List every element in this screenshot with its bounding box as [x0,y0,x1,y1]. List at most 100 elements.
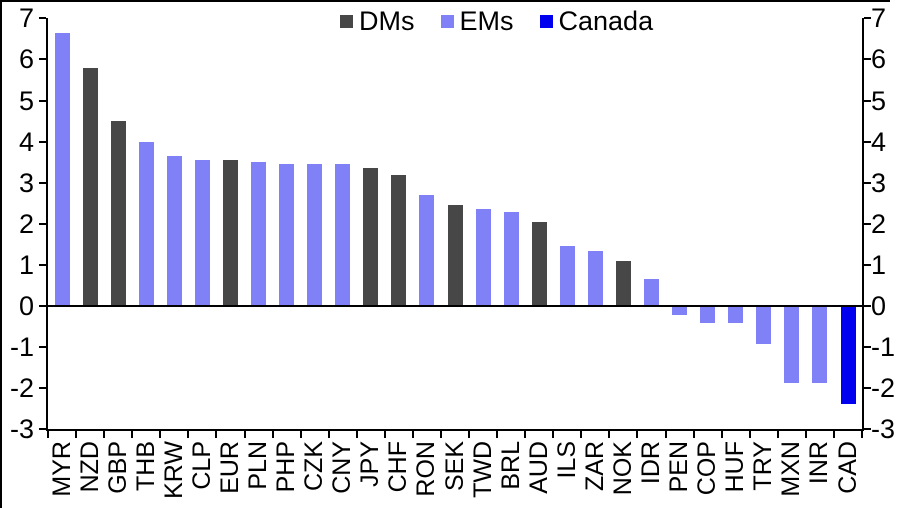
legend-swatch-dms [340,15,353,28]
y-axis-label-right-0: 0 [871,291,887,321]
y-tick-right--2 [864,387,871,390]
bar-chf [391,174,407,306]
x-tick-24 [720,431,723,438]
x-label-ron: RON [412,441,441,497]
x-label-cad: CAD [833,441,862,494]
y-axis-label-right--2: -2 [871,373,896,404]
x-label-pln: PLN [244,441,272,490]
x-label-nok: NOK [608,441,637,496]
x-tick-17 [524,431,527,438]
x-tick-21 [636,431,639,438]
x-label-ils: ILS [552,441,581,479]
y-tick-left-6 [39,58,46,61]
y-axis-right-line [862,18,864,431]
y-tick-left-3 [39,181,46,184]
x-tick-1 [75,431,78,438]
legend-label-ems: EMs [459,6,514,36]
x-label-zar: ZAR [580,441,609,491]
y-tick-left--2 [39,387,46,390]
y-axis-label-left-3: 3 [18,167,34,198]
x-tick-26 [776,431,779,438]
x-label-aud: AUD [524,441,553,494]
x-label-php: PHP [272,441,301,493]
x-label-twd: TWD [468,441,497,498]
x-label-jpy: JPY [356,441,385,487]
y-axis-label-left-0: 0 [18,291,34,321]
y-tick-left-5 [39,99,46,102]
x-tick-13 [411,431,414,438]
bar-czk [307,164,323,306]
y-tick-right--1 [864,346,871,349]
bar-jpy [363,168,379,306]
y-tick-right--3 [864,428,871,431]
bar-brl [503,211,519,306]
bar-php [279,164,295,306]
y-tick-right-1 [864,263,871,266]
x-tick-8 [271,431,274,438]
y-axis-left-line [46,18,48,431]
x-label-huf: HUF [721,441,750,493]
bar-pen [672,307,688,316]
x-label-sek: SEK [440,441,469,492]
bar-mxn [784,307,800,383]
bar-ils [559,246,575,306]
x-tick-4 [159,431,162,438]
legend-swatch-ems [440,15,454,28]
x-tick-7 [243,431,246,438]
x-tick-10 [327,431,330,438]
legend-swatch-canada [539,15,553,28]
y-axis-label-left-6: 6 [18,44,34,75]
legend-item-ems: EMs [440,6,514,36]
bar-krw [166,156,182,306]
y-axis-label-right-7: 7 [871,3,887,34]
x-tick-27 [804,431,807,438]
y-tick-right-3 [864,181,871,184]
y-tick-left-0 [39,305,46,307]
y-axis-label-left-7: 7 [18,3,34,34]
x-label-inr: INR [805,441,834,485]
x-label-idr: IDR [637,441,665,485]
x-label-cny: CNY [328,441,357,494]
x-axis-bottom-line [46,429,864,431]
bar-sek [447,205,463,306]
bar-cny [335,164,351,306]
y-tick-right-0 [864,305,871,307]
x-label-try: TRY [749,441,778,491]
y-axis-label-right-3: 3 [871,167,887,198]
x-label-clp: CLP [187,441,216,490]
x-tick-0 [47,431,49,438]
x-tick-14 [440,431,442,438]
y-tick-left-4 [39,140,46,143]
y-axis-label-right-2: 2 [871,208,887,239]
bar-cop [700,307,716,324]
x-label-mxn: MXN [777,441,806,497]
x-tick-2 [103,431,106,438]
y-axis-label-right-4: 4 [871,126,887,157]
legend-item-canada: Canada [539,6,654,36]
x-tick-23 [692,431,695,438]
x-tick-16 [496,431,499,438]
x-tick-9 [299,431,302,438]
x-tick-5 [187,431,190,438]
legend-label-canada: Canada [558,6,654,36]
y-axis-label-right--1: -1 [871,332,896,363]
x-tick-25 [748,431,751,438]
x-label-pen: PEN [665,441,694,493]
y-axis-label-left--1: -1 [9,332,34,363]
y-axis-label-left--2: -2 [9,373,34,404]
y-tick-left--3 [39,428,46,431]
screenshot-left-border [0,0,2,508]
bar-myr [54,32,70,306]
y-axis-label-left-2: 2 [18,208,34,239]
y-tick-right-2 [864,222,871,225]
x-label-myr: MYR [47,441,76,497]
x-tick-11 [355,431,358,438]
y-axis-label-left--3: -3 [9,414,34,445]
x-tick-19 [580,431,583,438]
bar-eur [222,160,238,306]
x-label-chf: CHF [384,441,413,493]
bar-zar [587,250,603,306]
y-tick-right-7 [864,17,871,20]
bar-ron [419,195,435,306]
bar-aud [531,221,547,306]
